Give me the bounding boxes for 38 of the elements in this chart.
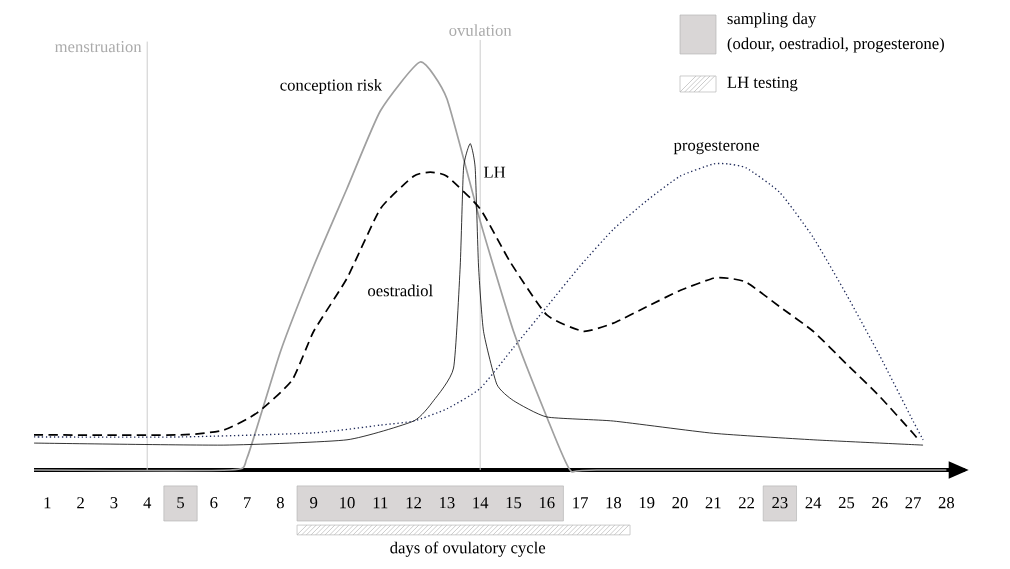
text: (odour, oestradiol, progesterone) bbox=[727, 37, 944, 53]
x-tick-label: 1 bbox=[44, 497, 51, 509]
series-label: progesterone bbox=[673, 141, 760, 155]
x-tick-label: 5 bbox=[177, 497, 185, 509]
x-tick-label: 16 bbox=[539, 497, 555, 509]
x-tick-label: 13 bbox=[440, 497, 455, 509]
x-tick-label: 22 bbox=[738, 497, 754, 509]
x-tick-label: 28 bbox=[938, 497, 955, 509]
text: sampling day bbox=[727, 12, 817, 28]
ref-line-label: ovulation bbox=[449, 24, 512, 36]
x-tick-label: 3 bbox=[110, 497, 118, 509]
x-tick-label: 14 bbox=[473, 497, 489, 509]
x-axis-title: days of ovulatory cycle bbox=[390, 541, 546, 557]
x-tick-label: 8 bbox=[276, 497, 284, 509]
x-tick-label: 23 bbox=[772, 497, 788, 509]
series-label: conception risk bbox=[280, 78, 383, 95]
x-tick-label: 19 bbox=[639, 497, 655, 509]
x-tick-label: 25 bbox=[838, 497, 855, 509]
x-tick-label: 17 bbox=[573, 497, 588, 509]
x-tick-label: 18 bbox=[606, 497, 622, 509]
x-tick-label: 7 bbox=[244, 497, 251, 509]
x-tick-label: 26 bbox=[872, 497, 888, 509]
series-label: LH bbox=[483, 166, 506, 178]
annotation: LH testing bbox=[727, 76, 798, 92]
x-tick-label: 12 bbox=[406, 497, 422, 509]
x-tick-label: 4 bbox=[143, 497, 152, 509]
x-tick-label: 20 bbox=[672, 497, 688, 509]
x-tick-label: 24 bbox=[805, 497, 822, 509]
x-tick-label: 11 bbox=[373, 497, 388, 509]
ref-line-label: menstruation bbox=[54, 41, 142, 53]
x-tick-label: 2 bbox=[77, 497, 84, 509]
x-tick-label: 9 bbox=[310, 497, 318, 509]
series-label: oestradiol bbox=[368, 284, 433, 297]
x-tick-label: 10 bbox=[340, 497, 355, 509]
x-tick-label: 15 bbox=[506, 497, 522, 509]
x-tick-label: 21 bbox=[705, 497, 721, 509]
x-tick-label: 27 bbox=[905, 497, 921, 509]
x-tick-label: 6 bbox=[210, 497, 218, 509]
